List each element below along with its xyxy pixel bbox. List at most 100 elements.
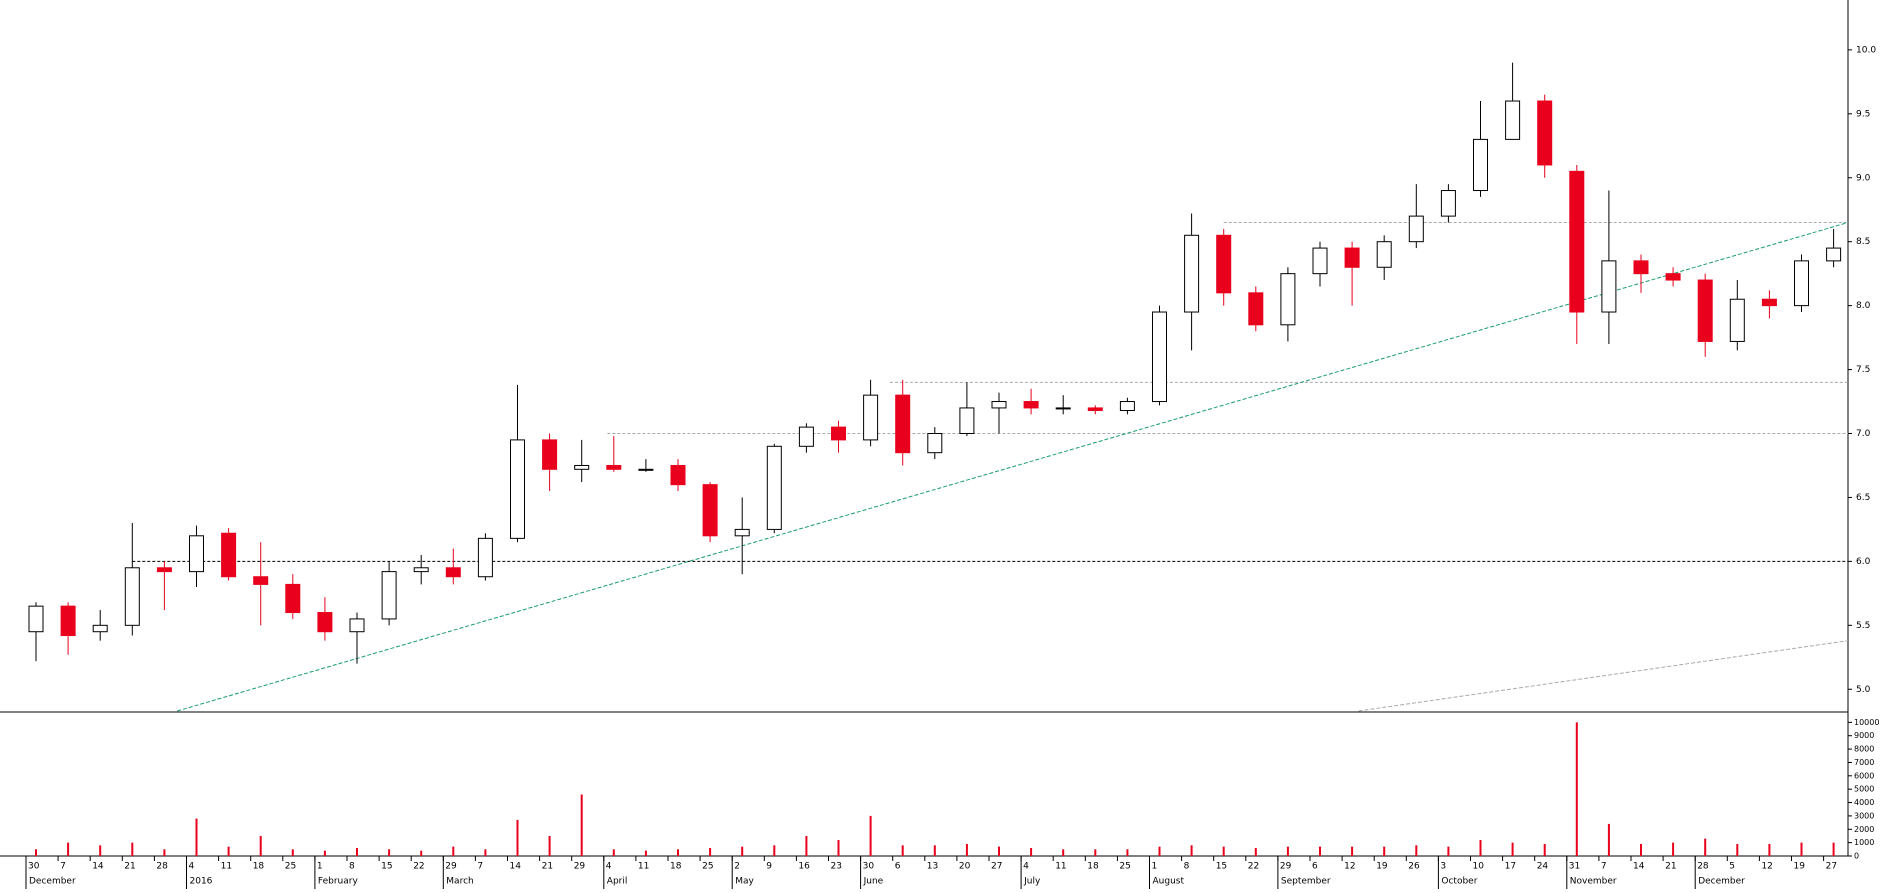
x-tick-label: 15 (381, 862, 392, 872)
candle-body (1216, 234, 1232, 294)
volume-bar (67, 842, 70, 856)
y-tick-label: 7.5 (1856, 365, 1870, 375)
candle-body (1633, 260, 1649, 275)
candle-body (1152, 311, 1167, 403)
x-tick-label: 18 (670, 862, 682, 872)
month-label: April (607, 877, 628, 887)
candle-body (959, 407, 975, 435)
x-tick-label: 8 (349, 862, 355, 872)
x-tick-label: 7 (1601, 862, 1607, 872)
candle-body (1697, 279, 1713, 342)
x-tick-label: 6 (895, 862, 901, 872)
candle-body (124, 567, 140, 626)
x-tick-label: 9 (766, 862, 772, 872)
volume-bar (131, 842, 134, 856)
volume-bar (1832, 842, 1835, 856)
y-tick-label: 10.0 (1856, 45, 1876, 55)
volume-bar (1447, 846, 1450, 856)
x-tick-label: 1 (1152, 862, 1158, 872)
x-tick-label: 18 (1087, 862, 1099, 872)
y-tick-label: 9000 (1854, 731, 1874, 740)
volume-bar (227, 846, 230, 856)
candle-body (28, 605, 44, 633)
x-tick-label: 14 (1633, 862, 1645, 872)
month-label: 2016 (190, 877, 213, 887)
candle-body (477, 537, 493, 578)
candle-body (253, 576, 269, 585)
x-tick-label: 11 (221, 862, 232, 872)
volume-bar (1351, 846, 1354, 856)
x-tick-label: 21 (1665, 862, 1676, 872)
x-tick-label: 25 (285, 862, 296, 872)
candle-body (670, 464, 686, 486)
volume-bar (1768, 843, 1771, 856)
volume-bar (1383, 846, 1386, 856)
volume-bar (1254, 847, 1257, 856)
y-tick-label: 5.0 (1856, 685, 1871, 695)
volume-bar (837, 839, 840, 856)
volume-bar (1094, 849, 1097, 856)
month-label: August (1153, 877, 1185, 887)
x-tick-label: 22 (413, 862, 424, 872)
candle-body (1505, 100, 1521, 140)
month-label: February (318, 877, 359, 887)
x-tick-label: 25 (1119, 862, 1130, 872)
volume-bar (644, 850, 647, 856)
volume-bar (741, 846, 744, 856)
x-tick-label: 27 (991, 862, 1002, 872)
y-tick-label: 0 (1854, 852, 1859, 861)
candle-body (1761, 298, 1777, 307)
volume-bar (1543, 843, 1546, 856)
volume-bar (998, 846, 1000, 856)
x-tick-label: 30 (863, 862, 875, 872)
x-tick-label: 12 (1344, 862, 1355, 872)
candle-body (1794, 260, 1809, 307)
x-tick-label: 22 (1248, 862, 1259, 872)
x-tick-label: 15 (1216, 862, 1227, 872)
volume-bar (1479, 839, 1482, 856)
candle-body (156, 567, 172, 573)
candle-body (413, 567, 429, 573)
candle-body (895, 394, 911, 454)
x-tick-label: 23 (831, 862, 842, 872)
month-label: March (446, 877, 473, 887)
month-label: December (1698, 877, 1745, 887)
x-tick-label: 6 (1312, 862, 1318, 872)
volume-bar (1672, 842, 1675, 856)
month-label: June (863, 877, 884, 887)
x-tick-label: 13 (927, 862, 938, 872)
candle-body (221, 532, 237, 578)
trend-line (177, 222, 1849, 712)
x-tick-label: 19 (1376, 862, 1388, 872)
y-tick-label: 8.0 (1856, 301, 1871, 311)
x-tick-label: 21 (542, 862, 553, 872)
x-tick-label: 28 (156, 862, 168, 872)
x-tick-label: 11 (638, 862, 649, 872)
volume-bar (1800, 842, 1803, 856)
volume-bar (612, 849, 615, 856)
candle-body (1344, 247, 1360, 268)
volume-bar (933, 845, 936, 856)
y-tick-label: 7000 (1854, 758, 1874, 767)
y-tick-label: 7.0 (1856, 429, 1871, 439)
volume-bar (1319, 846, 1321, 856)
x-tick-label: 12 (1761, 862, 1772, 872)
y-tick-label: 9.5 (1856, 109, 1870, 119)
candle-body (1665, 273, 1681, 281)
x-tick-label: 24 (1537, 862, 1549, 872)
candle-body (1280, 273, 1296, 326)
x-tick-label: 29 (574, 862, 586, 872)
y-tick-label: 9.0 (1856, 173, 1871, 183)
x-tick-label: 30 (28, 862, 40, 872)
volume-bar (259, 835, 262, 856)
y-tick-label: 5000 (1854, 785, 1874, 794)
candle-body (349, 618, 365, 633)
x-tick-label: 28 (1697, 862, 1709, 872)
candle-body (702, 484, 718, 537)
volume-bar (965, 843, 968, 856)
x-tick-label: 31 (1569, 862, 1580, 872)
y-tick-label: 6.5 (1856, 493, 1870, 503)
volume-bar (356, 847, 358, 856)
volume-bar (869, 815, 872, 856)
